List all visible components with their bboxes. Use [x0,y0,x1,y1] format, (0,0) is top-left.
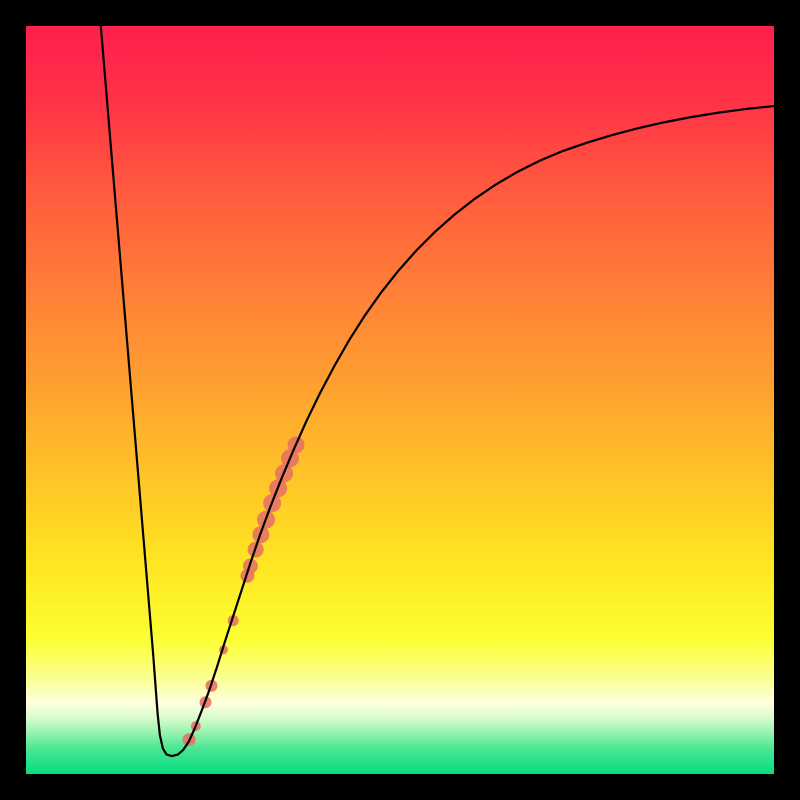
bottleneck-chart [0,0,800,800]
plot-background [26,26,774,774]
chart-container: TheBottleneck.com [0,0,800,800]
